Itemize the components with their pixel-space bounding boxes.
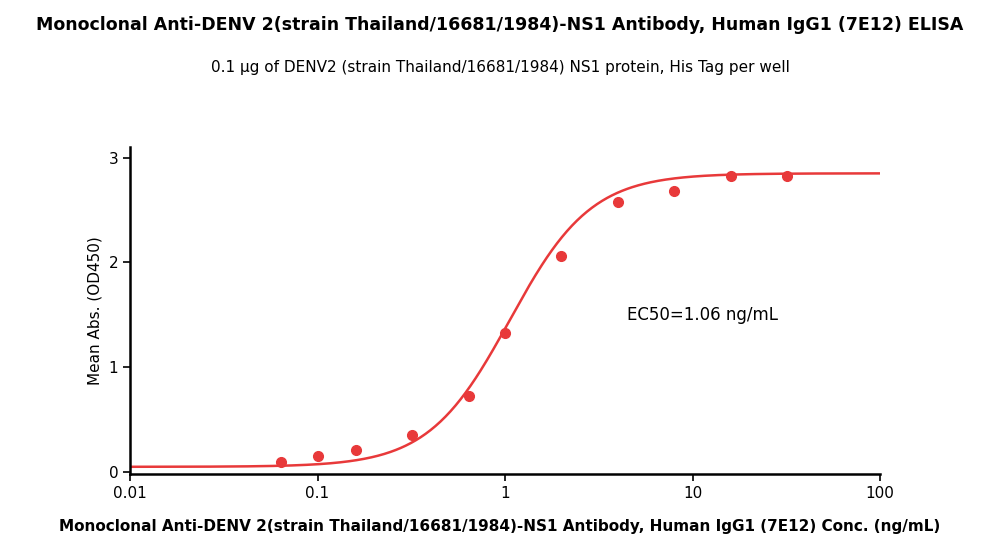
- Text: 0.1 μg of DENV2 (strain Thailand/16681/1984) NS1 protein, His Tag per well: 0.1 μg of DENV2 (strain Thailand/16681/1…: [211, 60, 789, 75]
- Text: Monoclonal Anti-DENV 2(strain Thailand/16681/1984)-NS1 Antibody, Human IgG1 (7E1: Monoclonal Anti-DENV 2(strain Thailand/1…: [36, 16, 964, 34]
- Text: Monoclonal Anti-DENV 2(strain Thailand/16681/1984)-NS1 Antibody, Human IgG1 (7E1: Monoclonal Anti-DENV 2(strain Thailand/1…: [59, 519, 941, 534]
- Y-axis label: Mean Abs. (OD450): Mean Abs. (OD450): [88, 237, 103, 385]
- Text: EC50=1.06 ng/mL: EC50=1.06 ng/mL: [627, 306, 778, 324]
